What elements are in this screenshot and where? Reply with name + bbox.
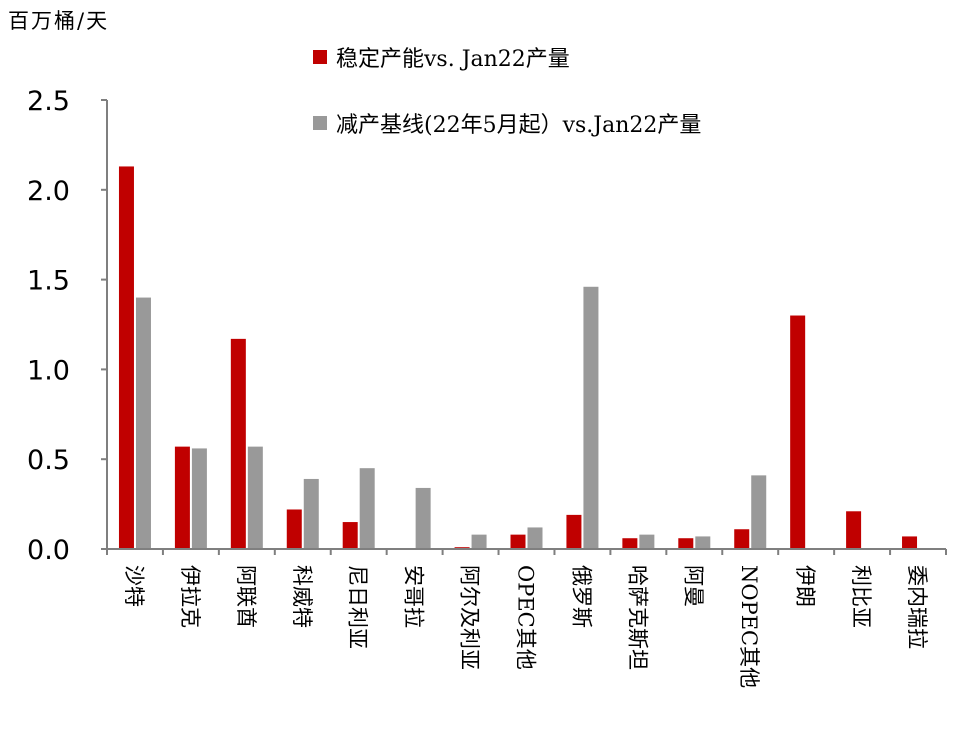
x-tick-label: 安哥拉 [402, 565, 426, 628]
bar-stable-capacity [118, 166, 134, 549]
x-tick-label: 伊拉克 [178, 565, 202, 628]
bar-stable-capacity [678, 538, 694, 549]
x-tick-label: 沙特 [122, 565, 146, 607]
x-tick-label: 阿联酋 [234, 565, 258, 628]
x-tick-label: 科威特 [290, 565, 314, 628]
x-tick-label: 伊朗 [793, 565, 817, 607]
y-tick-label: 1.0 [27, 355, 70, 386]
bar-cut-baseline [527, 527, 543, 549]
bar-stable-capacity [230, 338, 246, 549]
bar-stable-capacity [510, 534, 526, 549]
x-tick-label: OPEC其他 [514, 565, 538, 670]
bar-cut-baseline [303, 478, 319, 549]
bar-stable-capacity [566, 514, 582, 549]
x-tick-label: 尼日利亚 [346, 565, 370, 649]
bar-cut-baseline [695, 536, 711, 549]
x-tick-label: 阿尔及利亚 [458, 565, 482, 670]
y-tick-label: 0.0 [27, 535, 70, 566]
bar-stable-capacity [902, 536, 918, 549]
bar-cut-baseline [415, 487, 431, 549]
bar-stable-capacity [790, 315, 806, 549]
bar-cut-baseline [471, 534, 487, 549]
bar-cut-baseline [583, 286, 599, 549]
bar-cut-baseline [751, 475, 767, 549]
legend-label-cut-baseline: 减产基线(22年5月起）vs.Jan22产量 [336, 113, 701, 138]
bar-cut-baseline [359, 468, 375, 549]
bar-stable-capacity [846, 511, 862, 549]
bar-stable-capacity [734, 529, 750, 549]
y-axis-unit-label: 百万桶/天 [8, 9, 109, 33]
y-tick-label: 1.5 [27, 266, 70, 297]
x-tick-label: 委内瑞拉 [905, 565, 929, 649]
x-tick-label: 利比亚 [849, 565, 873, 628]
bar-cut-baseline [247, 446, 263, 549]
bar-stable-capacity [622, 538, 638, 549]
y-tick-label: 2.5 [27, 86, 70, 117]
x-tick-label: 阿曼 [681, 565, 705, 607]
bar-stable-capacity [286, 509, 302, 549]
legend-swatch-cut-baseline [313, 116, 327, 130]
bar-stable-capacity [342, 522, 358, 549]
y-tick-label: 2.0 [27, 176, 70, 207]
bar-stable-capacity [174, 446, 190, 549]
x-tick-label: NOPEC其他 [737, 565, 761, 688]
bar-cut-baseline [135, 297, 151, 549]
x-axis-ticks: 沙特 伊拉克 阿联酋 科威特 尼日利亚 安哥拉 阿尔及利亚 OPEC其他 俄罗斯 哈萨克斯坦 阿曼 N… [106, 549, 947, 688]
legend-swatch-stable-capacity [313, 50, 327, 64]
x-tick-label: 俄罗斯 [569, 565, 593, 628]
bar-cut-baseline [639, 534, 655, 549]
legend-label-stable-capacity: 稳定产能vs. Jan22产量 [336, 47, 570, 72]
y-tick-label: 0.5 [27, 445, 70, 476]
legend: 稳定产能vs. Jan22产量 减产基线(22年5月起）vs.Jan22产量 [313, 47, 701, 138]
y-axis-ticks: 0.0 0.5 1.0 1.5 2.0 2.5 [27, 86, 107, 566]
bar-cut-baseline [191, 448, 207, 549]
bars [118, 166, 918, 549]
x-tick-label: 哈萨克斯坦 [625, 565, 649, 670]
